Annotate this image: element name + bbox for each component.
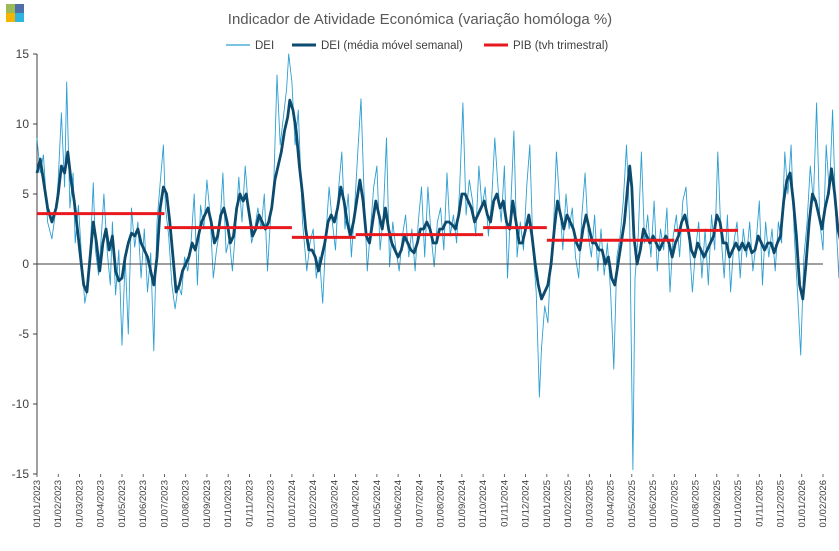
x-tick-label: 01/05/2024 <box>372 480 383 528</box>
x-tick-label: 01/10/2024 <box>478 480 489 528</box>
x-tick-label: 01/06/2023 <box>138 480 149 528</box>
y-tick-label: -10 <box>12 397 30 411</box>
legend: DEI DEI (média móvel semanal) PIB (tvh t… <box>226 40 608 52</box>
x-tick-label: 01/08/2024 <box>436 480 447 528</box>
x-tick-label: 01/12/2023 <box>266 480 277 528</box>
legend-label-dei: DEI <box>255 40 274 52</box>
x-tick-label: 01/10/2023 <box>223 480 234 528</box>
chart-title: Indicador de Atividade Económica (variaç… <box>228 11 612 28</box>
x-tick-label: 01/01/2025 <box>542 480 553 528</box>
x-tick-label: 01/05/2025 <box>627 480 638 528</box>
x-axis: 01/01/2023 01/02/2023 01/03/2023 01/04/2023… <box>32 474 829 528</box>
x-tick-label: 01/03/2023 <box>74 480 85 528</box>
x-tick-label: 01/06/2025 <box>648 480 659 528</box>
x-tick-label: 01/03/2025 <box>584 480 595 528</box>
x-tick-label: 01/04/2024 <box>351 480 362 528</box>
x-tick-label: 01/11/2023 <box>244 480 255 527</box>
legend-label-dei-mm: DEI (média móvel semanal) <box>321 40 463 52</box>
x-tick-label: 01/02/2025 <box>563 480 574 528</box>
x-tick-label: 01/09/2025 <box>712 480 723 528</box>
x-tick-label: 01/07/2025 <box>669 480 680 528</box>
legend-label-pib: PIB (tvh trimestral) <box>513 40 608 52</box>
y-tick-label: 5 <box>22 187 29 201</box>
y-tick-label: 15 <box>16 47 30 61</box>
x-tick-label: 01/12/2024 <box>521 480 532 528</box>
x-tick-label: 01/04/2025 <box>606 480 617 528</box>
x-tick-label: 01/09/2024 <box>457 480 468 528</box>
x-tick-label: 01/08/2025 <box>691 480 702 528</box>
plot-area <box>35 53 839 471</box>
x-tick-label: 01/02/2024 <box>308 480 319 528</box>
x-tick-label: 01/11/2024 <box>499 480 510 527</box>
y-tick-label: 0 <box>22 257 29 271</box>
x-tick-label: 01/09/2023 <box>202 480 213 528</box>
y-tick-label: 10 <box>16 117 30 131</box>
x-tick-label: 01/02/2023 <box>53 480 64 528</box>
x-tick-label: 01/11/2025 <box>754 480 765 527</box>
y-tick-label: -5 <box>18 327 29 341</box>
x-tick-label: 01/04/2023 <box>96 480 107 528</box>
y-tick-label: -15 <box>12 467 30 481</box>
x-tick-label: 01/10/2025 <box>733 480 744 528</box>
y-axis: -15 -10 -5 0 5 10 15 <box>12 47 38 481</box>
series-dei-mm-line <box>35 98 839 301</box>
x-tick-label: 01/03/2024 <box>329 480 340 528</box>
x-tick-label: 01/01/2024 <box>287 480 298 528</box>
logo-icon <box>6 4 24 22</box>
x-tick-label: 01/02/2026 <box>818 480 829 528</box>
x-tick-label: 01/08/2023 <box>181 480 192 528</box>
x-tick-label: 01/07/2024 <box>414 480 425 528</box>
x-tick-label: 01/07/2023 <box>159 480 170 528</box>
x-tick-label: 01/05/2023 <box>117 480 128 528</box>
x-tick-label: 01/06/2024 <box>393 480 404 528</box>
x-tick-label: 01/12/2025 <box>776 480 787 528</box>
x-tick-label: 01/01/2026 <box>797 480 808 528</box>
x-tick-label: 01/01/2023 <box>32 480 43 528</box>
